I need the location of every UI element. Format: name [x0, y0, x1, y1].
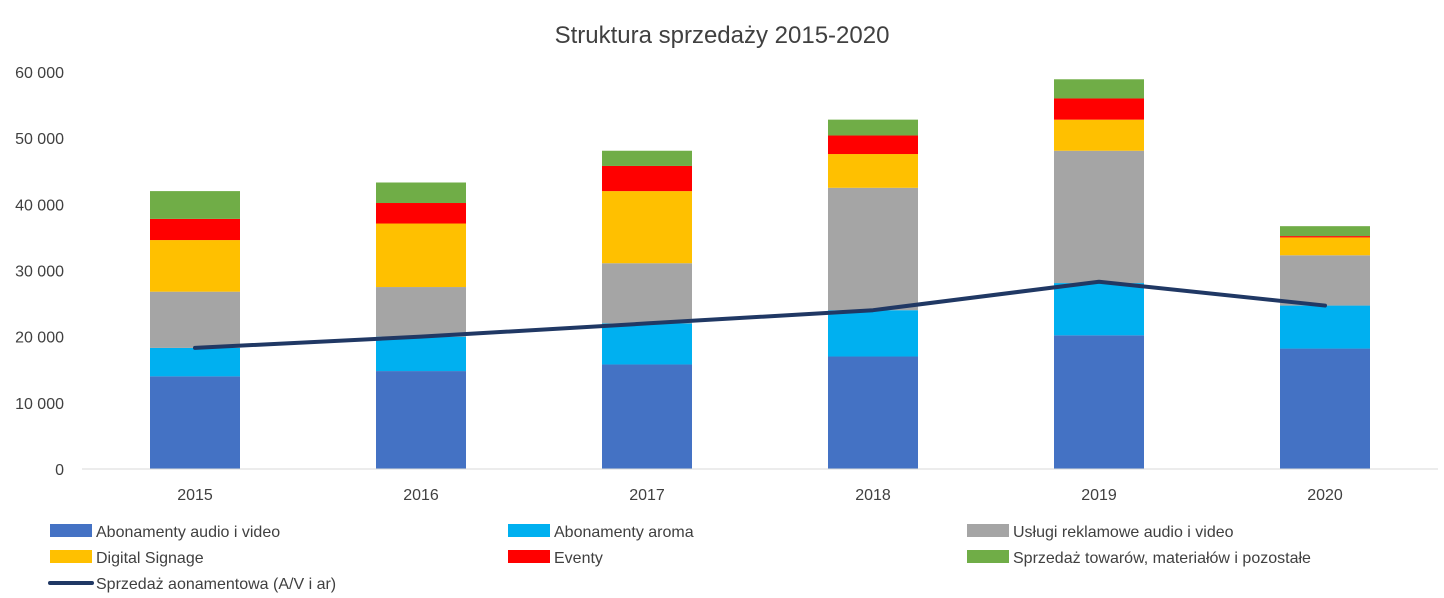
bar-segment — [602, 165, 692, 192]
bar-segment — [1280, 236, 1370, 238]
bar-segment — [602, 150, 692, 166]
legend-swatch — [967, 524, 1009, 537]
bar-segment — [1280, 237, 1370, 256]
bar-segment — [376, 182, 466, 204]
x-tick-label: 2019 — [1081, 487, 1117, 504]
legend-label: Sprzedaż towarów, materiałów i pozostałe — [1013, 550, 1311, 567]
y-tick-label: 50 000 — [15, 131, 64, 148]
x-tick-label: 2018 — [855, 487, 891, 504]
legend-swatch — [50, 524, 92, 537]
bar-segment — [1280, 305, 1370, 349]
legend-swatch — [50, 550, 92, 563]
bar-segment — [602, 263, 692, 324]
bar-segment — [150, 291, 240, 348]
bar-segment — [602, 323, 692, 365]
y-tick-label: 30 000 — [15, 264, 64, 281]
chart-title: Struktura sprzedaży 2015-2020 — [555, 22, 890, 49]
y-tick-label: 0 — [55, 462, 64, 479]
x-tick-label: 2017 — [629, 487, 665, 504]
bar-segment — [376, 203, 466, 224]
legend-swatch — [967, 550, 1009, 563]
legend-label: Digital Signage — [96, 550, 204, 567]
bar-segment — [828, 119, 918, 136]
bar-segment — [1054, 119, 1144, 151]
bar-segment — [376, 223, 466, 288]
bar-segment — [602, 364, 692, 469]
bar-segment — [1054, 335, 1144, 469]
line-series — [193, 279, 1327, 350]
bar-segment — [150, 376, 240, 469]
bar-segment — [828, 310, 918, 357]
y-axis: 0 10 000 20 000 30 000 40 000 50 000 60 000 — [15, 65, 64, 479]
bar-segment — [828, 135, 918, 155]
y-tick-label: 10 000 — [15, 396, 64, 413]
legend: Abonamenty audio i video Abonamenty aroma… — [48, 524, 1311, 593]
x-tick-label: 2016 — [403, 487, 439, 504]
bar-segment — [1280, 255, 1370, 306]
legend-label: Usługi reklamowe audio i video — [1013, 524, 1234, 541]
legend-label: Eventy — [554, 550, 603, 567]
bar-segment — [1280, 226, 1370, 237]
bar-segment — [150, 218, 240, 241]
y-tick-label: 60 000 — [15, 65, 64, 82]
bar-segment — [376, 371, 466, 469]
line-layer — [193, 279, 1327, 350]
legend-swatch — [508, 550, 550, 563]
bar-segment — [150, 240, 240, 292]
bar-segment — [828, 154, 918, 188]
y-tick-label: 40 000 — [15, 197, 64, 214]
bar-segment — [150, 347, 240, 377]
bar-segment — [376, 336, 466, 372]
x-axis: 2015 2016 2017 2018 2019 2020 — [82, 468, 1438, 504]
bar-segment — [150, 191, 240, 219]
bars — [150, 79, 1370, 469]
bar-segment — [1280, 348, 1370, 469]
y-tick-label: 20 000 — [15, 330, 64, 347]
bar-segment — [828, 356, 918, 469]
bar-segment — [1054, 98, 1144, 120]
bar-segment — [1054, 150, 1144, 284]
legend-swatch — [508, 524, 550, 537]
bar-segment — [1054, 79, 1144, 99]
legend-label: Sprzedaż aonamentowa (A/V i ar) — [96, 576, 336, 593]
bar-segment — [602, 191, 692, 264]
bar-segment — [376, 287, 466, 337]
x-tick-label: 2020 — [1307, 487, 1343, 504]
bar-segment — [1054, 283, 1144, 336]
bar-segment — [828, 187, 918, 311]
legend-label: Abonamenty aroma — [554, 524, 694, 541]
x-tick-label: 2015 — [177, 487, 213, 504]
legend-label: Abonamenty audio i video — [96, 524, 280, 541]
